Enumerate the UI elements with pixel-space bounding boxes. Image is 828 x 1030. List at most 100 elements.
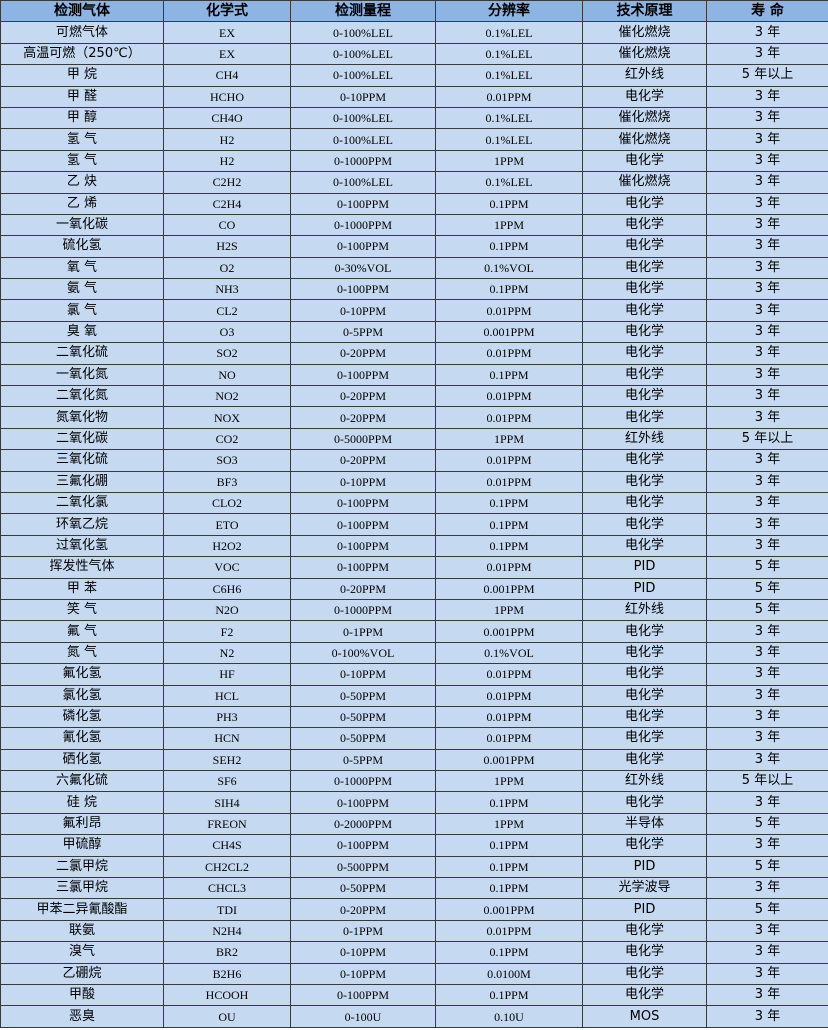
cell-technology-principle: 电化学: [582, 342, 707, 365]
cell-lifespan: 3 年: [706, 941, 828, 964]
cell-lifespan: 3 年: [706, 278, 828, 301]
cell-detection-range: 0-100%LEL: [290, 64, 436, 87]
cell-lifespan: 3 年: [706, 834, 828, 857]
cell-chemical-formula: CH4S: [163, 834, 291, 857]
cell-technology-principle: 电化学: [582, 256, 707, 280]
cell-gas-name: 可燃气体: [0, 21, 164, 44]
cell-resolution: 0.1PPM: [435, 855, 583, 879]
cell-chemical-formula: CO: [163, 213, 291, 237]
cell-resolution: 0.01PPM: [435, 705, 583, 729]
cell-lifespan: 5 年以上: [706, 64, 828, 87]
cell-chemical-formula: C2H4: [163, 192, 291, 215]
table-row: 三氯甲烷 CHCL3 0-50PPM 0.1PPM 光学波导 3 年: [0, 877, 828, 900]
cell-detection-range: 0-20PPM: [290, 898, 436, 921]
cell-gas-name: 氯化氢: [0, 684, 164, 707]
cell-gas-name: 氟化氢: [0, 663, 164, 686]
cell-resolution: 0.01PPM: [435, 385, 583, 408]
cell-detection-range: 0-50PPM: [290, 705, 436, 729]
cell-gas-name: 硒化氢: [0, 748, 164, 772]
cell-detection-range: 0-100PPM: [290, 363, 436, 387]
cell-lifespan: 3 年: [706, 363, 828, 387]
table-row: 氧 气 O2 0-30%VOL 0.1%VOL 电化学 3 年: [0, 256, 828, 280]
table-row: 联氨 N2H4 0-1PPM 0.01PPM 电化学 3 年: [0, 919, 828, 943]
table-row: 氰化氢 HCN 0-50PPM 0.01PPM 电化学 3 年: [0, 727, 828, 750]
cell-detection-range: 0-100PPM: [290, 513, 436, 536]
cell-lifespan: 3 年: [706, 919, 828, 943]
cell-technology-principle: 催化燃烧: [582, 171, 707, 194]
cell-resolution: 0.01PPM: [435, 299, 583, 322]
cell-detection-range: 0-100PPM: [290, 834, 436, 857]
cell-resolution: 0.1PPM: [435, 941, 583, 964]
cell-technology-principle: 电化学: [582, 620, 707, 643]
cell-technology-principle: 电化学: [582, 791, 707, 814]
cell-lifespan: 3 年: [706, 342, 828, 365]
cell-gas-name: 甲苯二异氰酸酯: [0, 898, 164, 921]
cell-gas-name: 三氯甲烷: [0, 877, 164, 900]
cell-lifespan: 3 年: [706, 171, 828, 194]
cell-resolution: 0.01PPM: [435, 406, 583, 429]
cell-detection-range: 0-100%LEL: [290, 128, 436, 151]
cell-resolution: 0.01PPM: [435, 556, 583, 579]
cell-gas-name: 硅 烷: [0, 791, 164, 814]
table-row: 甲 苯 C6H6 0-20PPM 0.001PPM PID 5 年: [0, 577, 828, 600]
cell-chemical-formula: TDI: [163, 898, 291, 921]
cell-technology-principle: 电化学: [582, 363, 707, 387]
cell-detection-range: 0-100PPM: [290, 556, 436, 579]
cell-chemical-formula: CH2CL2: [163, 855, 291, 879]
cell-resolution: 0.1PPM: [435, 834, 583, 857]
cell-technology-principle: 电化学: [582, 727, 707, 750]
table-row: 溴气 BR2 0-10PPM 0.1PPM 电化学 3 年: [0, 941, 828, 964]
cell-technology-principle: 电化学: [582, 278, 707, 301]
cell-gas-name: 氮 气: [0, 641, 164, 665]
table-row: 甲酸 HCOOH 0-100PPM 0.1PPM 电化学 3 年: [0, 983, 828, 1007]
cell-technology-principle: 红外线: [582, 598, 707, 622]
cell-resolution: 1PPM: [435, 149, 583, 173]
cell-lifespan: 3 年: [706, 684, 828, 707]
cell-gas-name: 甲硫醇: [0, 834, 164, 857]
cell-resolution: 0.10U: [435, 1005, 583, 1028]
cell-lifespan: 3 年: [706, 385, 828, 408]
cell-detection-range: 0-100PPM: [290, 791, 436, 814]
cell-gas-name: 氯 气: [0, 299, 164, 322]
cell-resolution: 0.01PPM: [435, 663, 583, 686]
cell-gas-name: 氮氧化物: [0, 406, 164, 429]
cell-chemical-formula: OU: [163, 1005, 291, 1028]
cell-detection-range: 0-100%LEL: [290, 42, 436, 66]
cell-chemical-formula: O3: [163, 320, 291, 344]
cell-gas-name: 硫化氢: [0, 235, 164, 258]
cell-resolution: 0.1PPM: [435, 791, 583, 814]
table-row: 甲硫醇 CH4S 0-100PPM 0.1PPM 电化学 3 年: [0, 834, 828, 857]
cell-gas-name: 甲 醛: [0, 85, 164, 108]
cell-technology-principle: 电化学: [582, 491, 707, 515]
cell-gas-name: 一氧化碳: [0, 213, 164, 237]
cell-chemical-formula: NO: [163, 363, 291, 387]
cell-resolution: 0.1%LEL: [435, 64, 583, 87]
cell-lifespan: 3 年: [706, 299, 828, 322]
cell-chemical-formula: EX: [163, 42, 291, 66]
cell-lifespan: 3 年: [706, 42, 828, 66]
cell-resolution: 0.1PPM: [435, 363, 583, 387]
cell-detection-range: 0-10PPM: [290, 299, 436, 322]
cell-technology-principle: 催化燃烧: [582, 106, 707, 130]
cell-detection-range: 0-1000PPM: [290, 149, 436, 173]
cell-resolution: 0.01PPM: [435, 684, 583, 707]
cell-detection-range: 0-1000PPM: [290, 770, 436, 793]
cell-detection-range: 0-10PPM: [290, 663, 436, 686]
cell-technology-principle: 红外线: [582, 427, 707, 451]
cell-lifespan: 3 年: [706, 449, 828, 472]
cell-resolution: 0.1PPM: [435, 534, 583, 558]
cell-detection-range: 0-10PPM: [290, 85, 436, 108]
cell-detection-range: 0-100U: [290, 1005, 436, 1028]
cell-detection-range: 0-50PPM: [290, 877, 436, 900]
cell-gas-name: 二氯甲烷: [0, 855, 164, 879]
cell-gas-name: 氟 气: [0, 620, 164, 643]
cell-chemical-formula: HCL: [163, 684, 291, 707]
cell-technology-principle: 电化学: [582, 748, 707, 772]
cell-gas-name: 甲酸: [0, 983, 164, 1007]
cell-lifespan: 3 年: [706, 727, 828, 750]
cell-gas-name: 甲 烷: [0, 64, 164, 87]
cell-lifespan: 5 年: [706, 577, 828, 600]
cell-detection-range: 0-50PPM: [290, 684, 436, 707]
cell-chemical-formula: F2: [163, 620, 291, 643]
